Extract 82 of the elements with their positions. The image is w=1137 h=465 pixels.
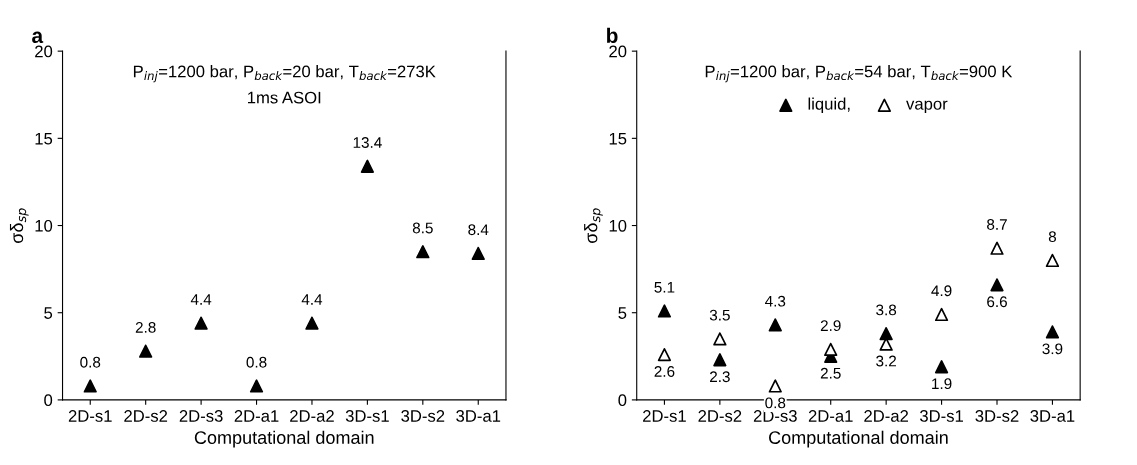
x-tick-label: 2D-s3 [179,410,223,422]
x-tick-label: 2D-a1 [808,410,853,422]
data-label: 8 [1048,231,1057,243]
chart-title: b [607,27,618,44]
data-label: 2.5 [820,367,841,379]
data-label: 3.8 [876,304,897,316]
point [249,379,264,393]
data-label: 3.9 [1042,343,1063,355]
x-axis-title: Computational domain [194,430,374,448]
point [1045,325,1060,339]
point [305,316,319,330]
y-tick-label: 0 [618,394,627,407]
point [657,347,672,362]
data-label: 0.8 [765,397,786,409]
data-label: 4.4 [301,294,323,305]
point [879,326,893,341]
y-tick-label: 0 [44,394,53,407]
point [360,159,375,173]
y-tick-label: 10 [35,219,53,232]
annotation: P$_{inj}$=1200 bar, P$_{back}$=20 bar, T$_{back}$=273K [133,65,436,83]
x-tick-label: 3D-a1 [1030,410,1075,422]
x-tick-label: 3D-s1 [345,410,389,422]
data-label: 2.3 [710,371,730,383]
point [934,307,949,322]
data-label: 4.9 [931,285,952,297]
data-label: 8.5 [412,222,433,234]
data-label: 2.8 [135,321,156,333]
x-tick-label: 3D-s2 [975,410,1019,422]
y-tick-label: 20 [609,45,627,58]
data-label: 8.7 [987,219,1007,230]
data-label: 13.4 [353,137,382,148]
point [768,379,782,393]
point [713,332,727,346]
point [934,360,949,374]
y-tick-label: 5 [618,307,627,319]
data-label: 2.6 [654,366,675,377]
x-axis-title: Computational domain [769,430,948,448]
data-label: 2.9 [820,320,841,332]
point [768,318,782,332]
data-label: 3.2 [876,355,896,367]
y-tick-label: 10 [609,219,627,232]
point [471,246,485,261]
data-label: 1.9 [932,378,952,390]
point [416,245,430,259]
annotation: 1ms ASOI [248,91,321,104]
point [194,316,208,330]
point [83,379,97,393]
y-tick-label: 5 [44,307,53,319]
x-tick-label: 2D-s1 [68,410,112,422]
data-label: 0.8 [246,356,267,368]
data-label: 4.4 [190,294,212,305]
x-tick-label: 2D-a2 [290,410,334,422]
data-label: 5.1 [654,282,675,293]
x-tick-label: 2D-s2 [124,410,168,422]
point [139,344,153,358]
x-tick-label: 3D-s2 [401,410,445,422]
y-tick-label: 20 [35,45,53,58]
point [990,241,1004,255]
data-label: 4.3 [765,295,786,307]
point [990,278,1004,292]
y-tick-label: 15 [609,132,627,145]
x-tick-label: 2D-a2 [864,410,909,422]
y-axis-title: σδ$_{sp}$ [9,208,29,243]
y-axis-title: σδ$_{sp}$ [584,208,603,243]
y-tick-label: 15 [35,132,53,145]
chart-title: a [32,31,44,44]
x-tick-label: 3D-a1 [456,410,501,422]
x-tick-label: 2D-a1 [234,410,279,422]
data-label: 3.5 [709,309,730,321]
point [713,353,727,367]
x-tick-label: 2D-s2 [698,410,742,422]
data-label: 6.6 [987,296,1007,308]
x-tick-label: 2D-s1 [643,410,686,422]
legend-label: liquid, [808,97,850,114]
point [1045,253,1060,268]
annotation: P$_{inj}$=1200 bar, P$_{back}$=54 bar, T$_{back}$=900 K [705,65,1013,83]
data-label: 0.8 [80,356,101,368]
data-label: 8.4 [468,224,489,236]
x-tick-label: 3D-s1 [919,410,963,422]
point [657,304,672,318]
point [824,342,838,356]
legend-label: vapor [906,100,948,114]
